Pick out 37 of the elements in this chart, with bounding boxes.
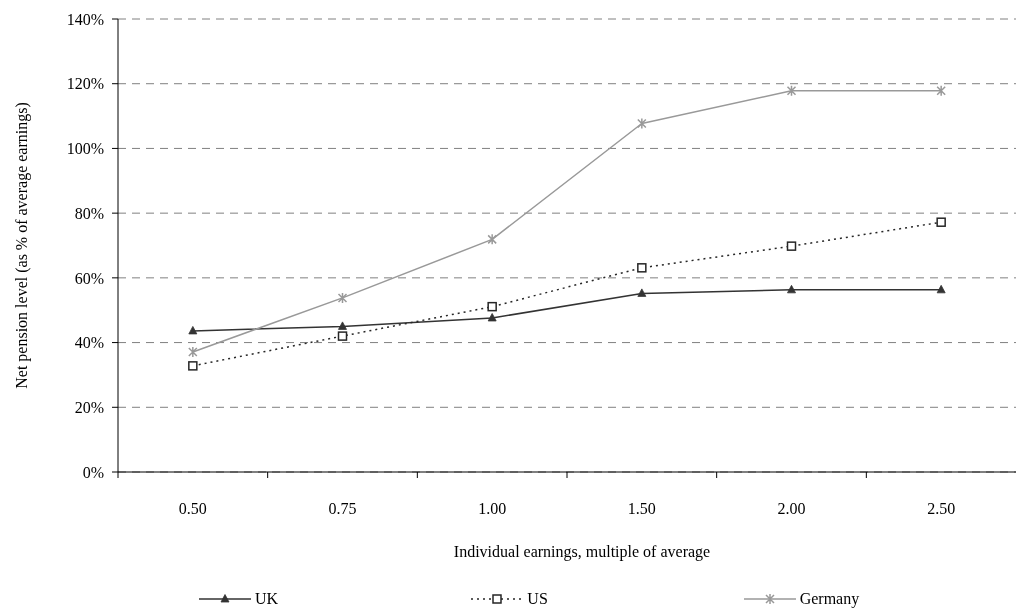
y-tick-label: 20% bbox=[74, 398, 104, 416]
y-tick-label: 100% bbox=[66, 140, 104, 158]
legend-label: Germany bbox=[799, 590, 860, 608]
point bbox=[337, 331, 348, 341]
x-tick-label: 2.50 bbox=[927, 499, 956, 517]
x-tick-label: 2.00 bbox=[777, 499, 806, 517]
y-tick-label: 140% bbox=[66, 10, 104, 28]
point bbox=[188, 346, 198, 358]
y-tick-label: 40% bbox=[74, 334, 104, 352]
point bbox=[787, 284, 796, 294]
x-tick-label: 0.50 bbox=[178, 499, 207, 517]
point bbox=[188, 361, 198, 371]
point bbox=[487, 301, 497, 312]
point bbox=[936, 217, 946, 227]
x-tick-label: 0.75 bbox=[328, 499, 357, 517]
legend-label: US bbox=[527, 590, 548, 608]
y-tick-label: 120% bbox=[66, 75, 104, 93]
x-axis-title: Individual earnings, multiple of average bbox=[453, 542, 711, 561]
point bbox=[338, 321, 347, 330]
point bbox=[936, 284, 946, 294]
x-tick-label: 1.00 bbox=[478, 499, 507, 517]
point bbox=[936, 85, 946, 97]
point bbox=[786, 85, 797, 97]
y-tick-label: 80% bbox=[74, 204, 104, 222]
y-axis-title: Net pension level (as % of average earnings) bbox=[12, 102, 31, 389]
point bbox=[637, 117, 647, 130]
point bbox=[637, 263, 647, 273]
x-tick-label: 1.50 bbox=[627, 499, 656, 517]
point bbox=[637, 288, 647, 297]
point bbox=[487, 313, 497, 322]
point bbox=[786, 241, 797, 251]
point bbox=[337, 292, 348, 304]
y-tick-label: 60% bbox=[74, 269, 104, 287]
point bbox=[487, 233, 497, 246]
legend-label: UK bbox=[255, 590, 279, 608]
point bbox=[188, 326, 198, 335]
y-tick-label: 0% bbox=[82, 463, 104, 481]
